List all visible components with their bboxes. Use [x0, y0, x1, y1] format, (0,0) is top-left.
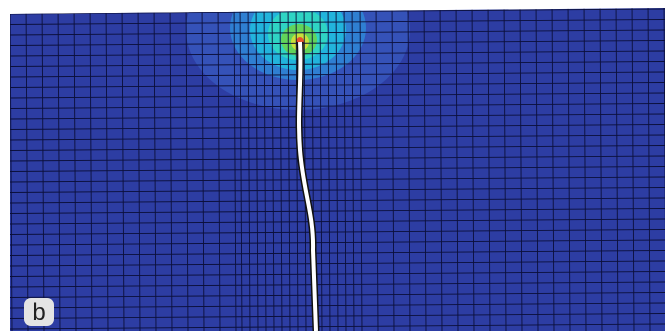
mesh-region: [10, 0, 665, 331]
page: {"panel_label": "b"} b (() => { const da…: [0, 0, 665, 331]
simulation-view: b: [0, 0, 665, 331]
panel-label: b: [32, 299, 45, 326]
